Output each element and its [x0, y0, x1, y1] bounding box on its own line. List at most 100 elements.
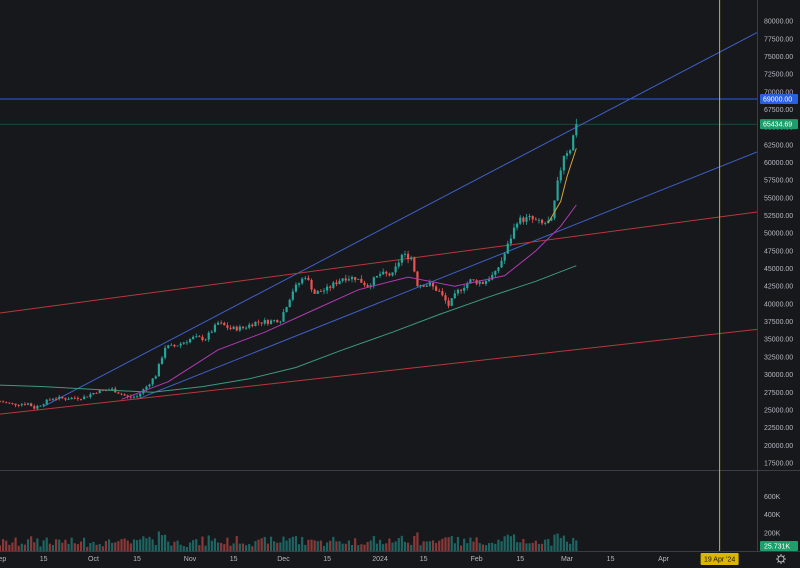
candle-body[interactable] [316, 291, 319, 294]
candle-body[interactable] [378, 274, 382, 276]
volume-bar[interactable] [89, 543, 92, 551]
volume-bar[interactable] [335, 541, 338, 551]
candle-body[interactable] [61, 396, 64, 399]
candle-body[interactable] [182, 342, 185, 344]
volume-bar[interactable] [344, 543, 347, 551]
candle-body[interactable] [463, 287, 466, 291]
candle-body[interactable] [98, 390, 101, 394]
candle-body[interactable] [282, 312, 285, 322]
candle-body[interactable] [188, 339, 192, 343]
candle-body[interactable] [33, 406, 36, 409]
volume-bar[interactable] [83, 537, 86, 551]
volume-bar[interactable] [556, 533, 559, 551]
volume-bar[interactable] [260, 538, 263, 551]
candle-body[interactable] [179, 343, 182, 346]
candle-body[interactable] [559, 170, 562, 181]
volume-bar[interactable] [378, 539, 382, 551]
volume-bar[interactable] [204, 545, 207, 551]
volume-bar[interactable] [36, 538, 39, 551]
candle-body[interactable] [170, 344, 173, 346]
volume-bar[interactable] [553, 534, 556, 551]
volume-bar[interactable] [444, 537, 447, 551]
candle-body[interactable] [58, 396, 61, 399]
volume-bar[interactable] [366, 541, 369, 551]
candle-body[interactable] [544, 223, 547, 224]
candle-body[interactable] [494, 270, 497, 275]
candle-body[interactable] [357, 278, 360, 280]
volume-bar[interactable] [220, 542, 223, 551]
volume-bar[interactable] [182, 545, 185, 551]
candle-body[interactable] [354, 277, 357, 280]
volume-bar[interactable] [338, 541, 341, 551]
price-badge[interactable] [760, 93, 798, 104]
volume-bar[interactable] [282, 536, 285, 551]
candle-body[interactable] [273, 320, 276, 321]
volume-bar[interactable] [210, 540, 213, 551]
volume-bar[interactable] [531, 542, 534, 551]
volume-bar[interactable] [26, 539, 30, 551]
candle-body[interactable] [350, 277, 354, 280]
volume-bar[interactable] [403, 541, 407, 551]
candle-body[interactable] [257, 321, 260, 323]
candle-body[interactable] [285, 307, 288, 313]
volume-bar[interactable] [201, 536, 204, 551]
volume-bar[interactable] [491, 542, 494, 551]
volume-bar[interactable] [111, 542, 114, 551]
candle-body[interactable] [48, 399, 51, 401]
candle-body[interactable] [484, 280, 488, 284]
candle-body[interactable] [241, 326, 245, 329]
volume-bar[interactable] [139, 539, 142, 551]
volume-bar[interactable] [431, 540, 435, 551]
candle-body[interactable] [173, 344, 176, 347]
candle-body[interactable] [450, 298, 453, 306]
volume-bar[interactable] [135, 540, 139, 551]
volume-bar[interactable] [307, 539, 310, 551]
volume-bar[interactable] [547, 538, 550, 551]
candle-body[interactable] [335, 282, 338, 285]
candle-body[interactable] [375, 275, 379, 278]
candle-body[interactable] [192, 336, 195, 340]
volume-bar[interactable] [372, 536, 375, 551]
price-axis[interactable]: 17500.00 20000.00 22500.00 25000.00 27500.00… [760, 19, 798, 551]
volume-bar[interactable] [394, 541, 397, 551]
volume-bar[interactable] [2, 539, 5, 551]
candle-body[interactable] [101, 390, 104, 391]
volume-bar[interactable] [285, 540, 288, 551]
candle-body[interactable] [195, 336, 198, 338]
candle-body[interactable] [263, 320, 266, 324]
candle-body[interactable] [220, 322, 223, 324]
volume-bar[interactable] [503, 536, 506, 551]
candle-body[interactable] [304, 277, 307, 279]
candle-body[interactable] [537, 219, 541, 221]
volume-bar[interactable] [14, 537, 17, 551]
volume-bar[interactable] [472, 541, 475, 551]
candle-body[interactable] [388, 273, 391, 276]
candle-body[interactable] [288, 299, 291, 308]
candle-body[interactable] [481, 281, 484, 284]
volume-bar[interactable] [164, 534, 167, 551]
candle-body[interactable] [135, 396, 139, 398]
volume-bar[interactable] [67, 543, 70, 551]
candle-body[interactable] [407, 253, 410, 260]
volume-bar[interactable] [304, 544, 307, 551]
candle-body[interactable] [332, 282, 335, 288]
trendline-3[interactable] [0, 211, 757, 314]
volume-bar[interactable] [223, 544, 226, 551]
volume-bar[interactable] [216, 542, 220, 551]
candle-body[interactable] [260, 322, 263, 324]
volume-bar[interactable] [167, 541, 170, 551]
volume-bar[interactable] [400, 535, 403, 551]
candle-body[interactable] [556, 180, 559, 201]
candle-body[interactable] [17, 405, 20, 406]
candle-body[interactable] [488, 279, 491, 281]
candle-body[interactable] [235, 326, 238, 331]
volume-bar[interactable] [232, 543, 235, 551]
candle-body[interactable] [382, 271, 385, 275]
volume-bar[interactable] [173, 541, 176, 551]
candle-body[interactable] [310, 279, 313, 290]
volume-bar[interactable] [466, 543, 469, 551]
candle-body[interactable] [226, 325, 229, 328]
volume-bar[interactable] [525, 543, 528, 551]
candle-body[interactable] [148, 384, 151, 387]
